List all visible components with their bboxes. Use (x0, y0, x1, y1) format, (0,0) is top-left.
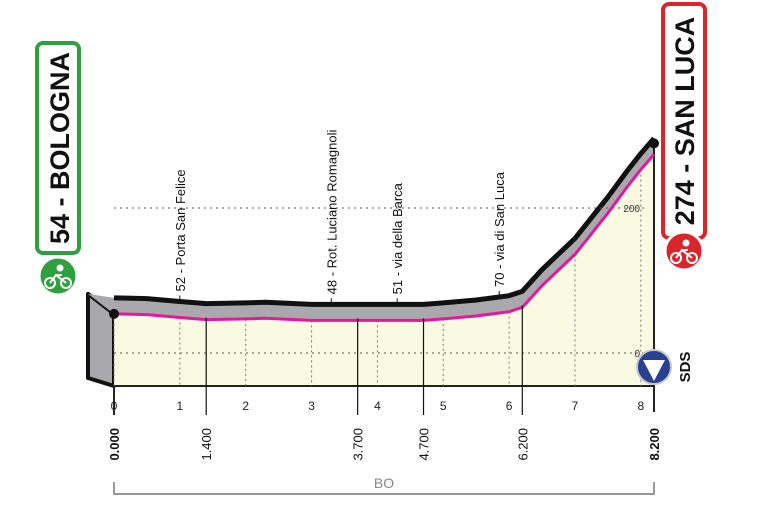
profile-top-edge (113, 136, 656, 307)
x-tick-label: 3 (308, 399, 315, 413)
grid-layer (113, 169, 644, 386)
profile-left-cap (88, 293, 114, 314)
start-label: 54 - BOLOGNA (45, 52, 75, 244)
x-tick-label: 1 (177, 399, 184, 413)
km-marker-label: 4.700 (417, 428, 432, 461)
text-layer: 0 200 0 1 2 3 4 5 6 7 8 0.000 1.400 3.700 4.700 6.200 8.… (107, 130, 662, 461)
cyclist-icon (44, 264, 72, 289)
waypoint-label: 51 - via della Barca (390, 182, 405, 294)
km-marker-label: 6.200 (515, 428, 530, 461)
sector-label: BO (374, 475, 394, 491)
elevation-tick-label: 0 (634, 349, 640, 360)
x-tick-label: 4 (374, 399, 381, 413)
profile-fill (114, 154, 654, 386)
x-tick-label: 2 (242, 399, 249, 413)
cyclist-climb-icon (670, 239, 698, 264)
sds-badge: SDS (636, 349, 694, 385)
finish-badge: 274 - SAN LUCA (661, 2, 707, 272)
altitude-line (113, 153, 656, 322)
km-marker-label: 1.400 (199, 428, 214, 461)
sds-label: SDS (677, 352, 694, 383)
start-badge: 54 - BOLOGNA (35, 41, 81, 297)
elevation-tick-label: 200 (623, 204, 640, 215)
waypoint-label: 48 - Rot. Luciano Romagnoli (324, 130, 339, 295)
x-tick-label: 5 (440, 399, 447, 413)
waypoint-label: 70 - via di San Luca (492, 171, 507, 287)
start-dot (109, 308, 119, 319)
waypoint-label: 52 - Porta San Felice (173, 169, 188, 291)
km-marker-label: 3.700 (351, 428, 366, 461)
finish-label: 274 - SAN LUCA (670, 17, 700, 226)
x-tick-label: 6 (506, 399, 513, 413)
km-marker-label: 8.200 (647, 428, 662, 461)
finish-dot (649, 138, 659, 149)
km-marker-label: 0.000 (107, 428, 122, 461)
x-tick-label: 0 (111, 399, 118, 413)
sector-bracket: BO (113, 475, 655, 495)
marks-layer (109, 138, 659, 415)
x-tick-label: 7 (572, 399, 579, 413)
x-tick-label: 8 (637, 399, 644, 413)
profile-base-layer (86, 136, 656, 415)
